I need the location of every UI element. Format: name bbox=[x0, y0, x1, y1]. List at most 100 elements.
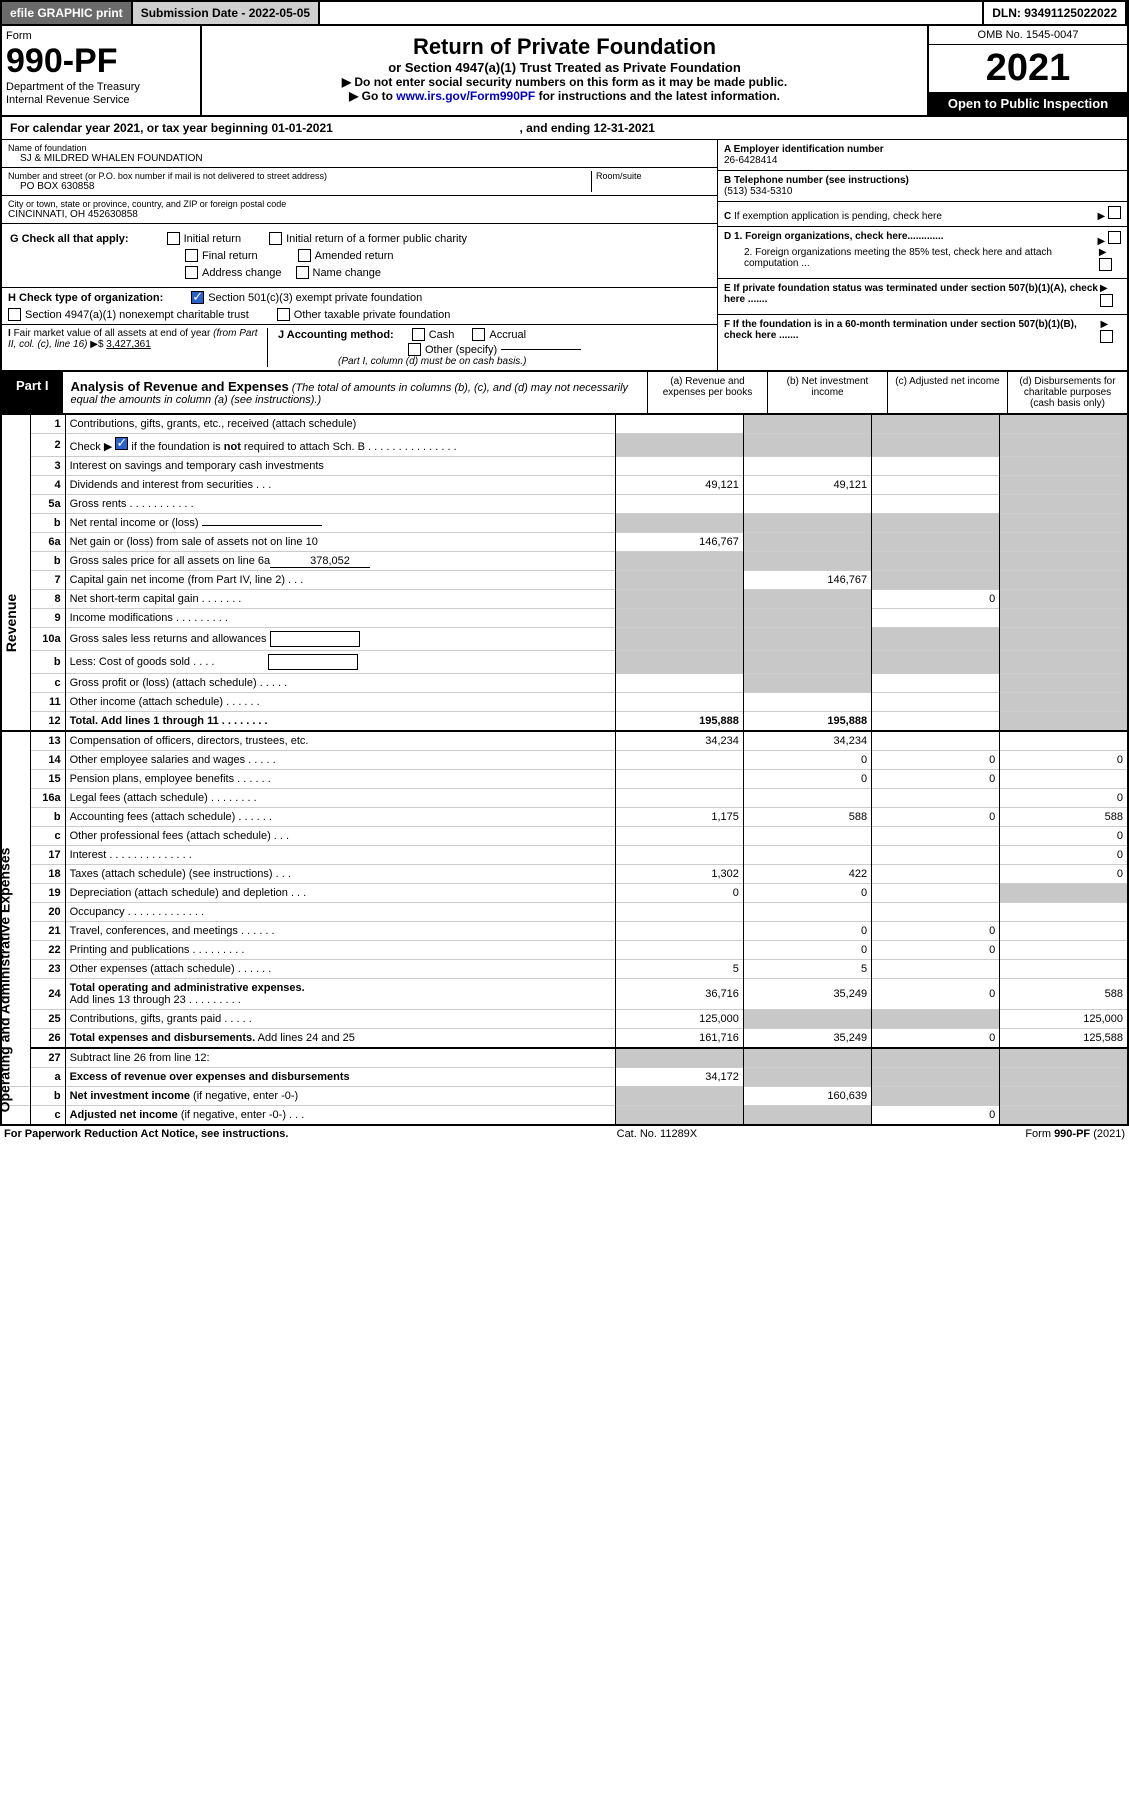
cb-address[interactable] bbox=[185, 266, 198, 279]
table-row: 25Contributions, gifts, grants paid . . … bbox=[1, 1010, 1128, 1029]
table-row: cGross profit or (loss) (attach schedule… bbox=[1, 674, 1128, 693]
c-label: If exemption application is pending, che… bbox=[734, 211, 942, 222]
r27-desc: Subtract line 26 from line 12: bbox=[65, 1048, 615, 1068]
r27a-a: 34,172 bbox=[615, 1068, 743, 1087]
r2-post: if the foundation is not required to att… bbox=[128, 441, 456, 453]
cb-4947[interactable] bbox=[8, 308, 21, 321]
street-address: PO BOX 630858 bbox=[8, 181, 591, 192]
cb-other-method[interactable] bbox=[408, 343, 421, 356]
r13-desc: Compensation of officers, directors, tru… bbox=[65, 731, 615, 751]
header-bullet-2: ▶ Go to www.irs.gov/Form990PF for instru… bbox=[210, 89, 919, 103]
r22-desc: Printing and publications . . . . . . . … bbox=[65, 941, 615, 960]
cb-cash[interactable] bbox=[412, 328, 425, 341]
e-label: E If private foundation status was termi… bbox=[724, 283, 1098, 305]
d2-label: 2. Foreign organizations meeting the 85%… bbox=[744, 247, 1099, 274]
table-row: 4Dividends and interest from securities … bbox=[1, 476, 1128, 495]
r6b-desc: Gross sales price for all assets on line… bbox=[70, 555, 271, 567]
r21-desc: Travel, conferences, and meetings . . . … bbox=[65, 922, 615, 941]
table-row: 17Interest . . . . . . . . . . . . . .0 bbox=[1, 846, 1128, 865]
table-row: 23Other expenses (attach schedule) . . .… bbox=[1, 960, 1128, 979]
g-amended: Amended return bbox=[315, 250, 394, 262]
r27c-c: 0 bbox=[872, 1106, 1000, 1126]
cb-e[interactable] bbox=[1100, 294, 1113, 307]
r23-desc: Other expenses (attach schedule) . . . .… bbox=[65, 960, 615, 979]
table-row: 8Net short-term capital gain . . . . . .… bbox=[1, 590, 1128, 609]
cb-f[interactable] bbox=[1100, 330, 1113, 343]
r8-desc: Net short-term capital gain . . . . . . … bbox=[65, 590, 615, 609]
j-label: J Accounting method: bbox=[278, 329, 394, 341]
r24-desc: Total operating and administrative expen… bbox=[70, 982, 305, 994]
r12-b: 195,888 bbox=[743, 712, 871, 732]
r15-b: 0 bbox=[743, 770, 871, 789]
omb-number: OMB No. 1545-0047 bbox=[929, 26, 1127, 45]
table-row: 18Taxes (attach schedule) (see instructi… bbox=[1, 865, 1128, 884]
r4-a: 49,121 bbox=[615, 476, 743, 495]
cb-501c3[interactable] bbox=[191, 291, 204, 304]
r6b-val: 378,052 bbox=[270, 555, 370, 568]
cb-initial[interactable] bbox=[167, 232, 180, 245]
name-label: Name of foundation bbox=[8, 143, 711, 153]
d1-label: D 1. Foreign organizations, check here..… bbox=[724, 231, 944, 242]
table-row: 24Total operating and administrative exp… bbox=[1, 979, 1128, 1010]
entity-info: Name of foundation SJ & MILDRED WHALEN F… bbox=[0, 140, 1129, 372]
cb-c[interactable] bbox=[1108, 206, 1121, 219]
table-row: cAdjusted net income (if negative, enter… bbox=[1, 1106, 1128, 1126]
r10c-desc: Gross profit or (loss) (attach schedule)… bbox=[65, 674, 615, 693]
table-row: 16aLegal fees (attach schedule) . . . . … bbox=[1, 789, 1128, 808]
cb-name-change[interactable] bbox=[296, 266, 309, 279]
r7-b: 146,767 bbox=[743, 571, 871, 590]
r13-a: 34,234 bbox=[615, 731, 743, 751]
r18-desc: Taxes (attach schedule) (see instruction… bbox=[65, 865, 615, 884]
g-name-change: Name change bbox=[313, 267, 382, 279]
city-value: CINCINNATI, OH 452630858 bbox=[8, 209, 711, 220]
cal-year-end: , and ending 12-31-2021 bbox=[520, 121, 655, 135]
table-row: 6aNet gain or (loss) from sale of assets… bbox=[1, 533, 1128, 552]
r16c-desc: Other professional fees (attach schedule… bbox=[65, 827, 615, 846]
cb-d1[interactable] bbox=[1108, 231, 1121, 244]
header-bullet-1: ▶ Do not enter social security numbers o… bbox=[210, 75, 919, 89]
h-opt1: Section 501(c)(3) exempt private foundat… bbox=[208, 292, 422, 304]
r15-desc: Pension plans, employee benefits . . . .… bbox=[65, 770, 615, 789]
form-link[interactable]: www.irs.gov/Form990PF bbox=[396, 89, 535, 103]
cb-other-taxable[interactable] bbox=[277, 308, 290, 321]
r25-d: 125,000 bbox=[1000, 1010, 1128, 1029]
r6a-a: 146,767 bbox=[615, 533, 743, 552]
efile-label: efile GRAPHIC print bbox=[2, 2, 133, 24]
r16b-b: 588 bbox=[743, 808, 871, 827]
r27b-desc: Net investment income bbox=[70, 1090, 190, 1102]
r21-c: 0 bbox=[872, 922, 1000, 941]
cb-d2[interactable] bbox=[1099, 258, 1112, 271]
r26-a: 161,716 bbox=[615, 1029, 743, 1049]
cb-sch-b[interactable] bbox=[115, 437, 128, 450]
r27c-desc: Adjusted net income bbox=[70, 1109, 178, 1121]
table-row: aExcess of revenue over expenses and dis… bbox=[1, 1068, 1128, 1087]
j-accrual: Accrual bbox=[489, 329, 526, 341]
r27b-b: 160,639 bbox=[743, 1087, 871, 1106]
r16b-desc: Accounting fees (attach schedule) . . . … bbox=[65, 808, 615, 827]
form-title: Return of Private Foundation bbox=[210, 34, 919, 60]
table-row: cOther professional fees (attach schedul… bbox=[1, 827, 1128, 846]
cb-final[interactable] bbox=[185, 249, 198, 262]
r2-pre: Check ▶ bbox=[70, 441, 113, 453]
col-b-head: (b) Net investment income bbox=[767, 372, 887, 413]
table-row: 20Occupancy . . . . . . . . . . . . . bbox=[1, 903, 1128, 922]
room-label: Room/suite bbox=[596, 171, 711, 181]
j-other: Other (specify) bbox=[425, 344, 497, 356]
r23-b: 5 bbox=[743, 960, 871, 979]
cb-accrual[interactable] bbox=[472, 328, 485, 341]
dept-treasury: Department of the Treasury bbox=[6, 81, 196, 94]
table-row: 9Income modifications . . . . . . . . . bbox=[1, 609, 1128, 628]
h-label: H Check type of organization: bbox=[8, 292, 163, 304]
r14-desc: Other employee salaries and wages . . . … bbox=[65, 751, 615, 770]
r7-desc: Capital gain net income (from Part IV, l… bbox=[65, 571, 615, 590]
part-1-label: Part I bbox=[2, 372, 63, 413]
table-row: Revenue 1Contributions, gifts, grants, e… bbox=[1, 415, 1128, 434]
r6a-desc: Net gain or (loss) from sale of assets n… bbox=[65, 533, 615, 552]
table-row: 22Printing and publications . . . . . . … bbox=[1, 941, 1128, 960]
cb-initial-former[interactable] bbox=[269, 232, 282, 245]
cb-amended[interactable] bbox=[298, 249, 311, 262]
goto-suffix: for instructions and the latest informat… bbox=[535, 89, 780, 103]
g-initial: Initial return bbox=[184, 233, 241, 245]
r24-d: 588 bbox=[1000, 979, 1128, 1010]
r4-desc: Dividends and interest from securities .… bbox=[65, 476, 615, 495]
